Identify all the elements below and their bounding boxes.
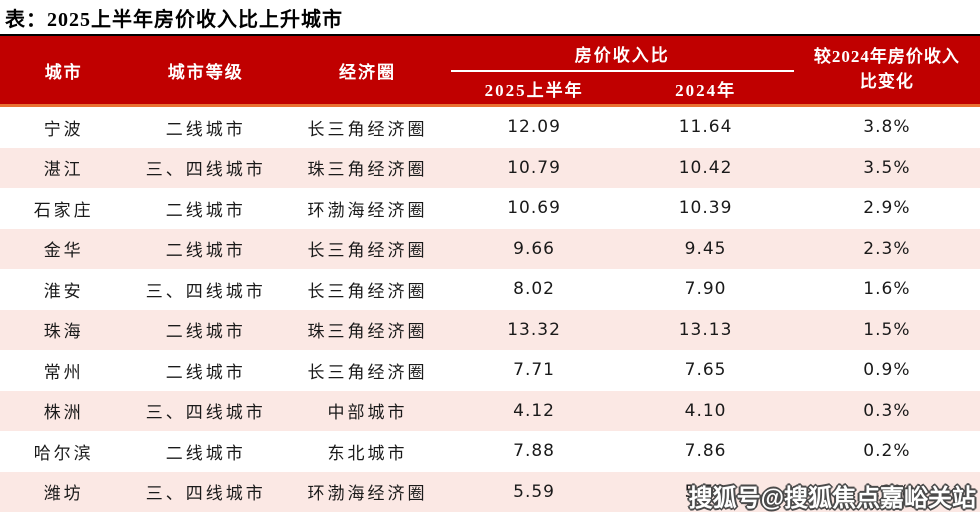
- cell-change: 3.5%: [793, 147, 980, 188]
- cell-ratio-2025: 8.02: [450, 269, 618, 310]
- table-row: 株洲 三、四线城市 中部城市 4.12 4.10 0.3%: [0, 390, 980, 431]
- cell-ratio-2024: 7.86: [617, 431, 794, 472]
- cell-region: 东北城市: [284, 431, 451, 472]
- cell-change: 0.3%: [793, 390, 980, 431]
- col-header-change-line2: 比变化: [859, 72, 914, 91]
- cell-ratio-2025: 12.09: [450, 104, 618, 148]
- cell-tier: 三、四线城市: [127, 269, 285, 310]
- cell-ratio-2025: 7.88: [450, 431, 618, 472]
- cell-city: 金华: [0, 228, 128, 269]
- cell-ratio-2024: 4.10: [617, 390, 794, 431]
- housing-ratio-table: 城市 城市等级 经济圈 房价收入比 较2024年房价收入 比变化 2025上半年…: [0, 34, 980, 512]
- cell-city: 淮安: [0, 269, 128, 310]
- cell-region: 长三角经济圈: [284, 104, 451, 148]
- cell-city: 珠海: [0, 309, 128, 350]
- cell-change: 0.2%: [793, 471, 980, 512]
- table-row: 淮安 三、四线城市 长三角经济圈 8.02 7.90 1.6%: [0, 269, 980, 310]
- cell-ratio-2024: 10.39: [617, 188, 794, 229]
- cell-ratio-2025: 7.71: [450, 350, 618, 391]
- table-title: 表：2025上半年房价收入比上升城市: [5, 9, 343, 31]
- cell-city: 宁波: [0, 104, 128, 148]
- cell-tier: 二线城市: [127, 431, 285, 472]
- table-row: 潍坊 三、四线城市 环渤海经济圈 5.59 5.58 0.2%: [0, 471, 980, 512]
- table-row: 金华 二线城市 长三角经济圈 9.66 9.45 2.3%: [0, 228, 980, 269]
- cell-region: 长三角经济圈: [284, 269, 451, 310]
- col-header-region: 经济圈: [284, 34, 451, 106]
- col-header-change: 较2024年房价收入 比变化: [793, 34, 980, 106]
- col-header-tier: 城市等级: [127, 34, 285, 106]
- cell-region: 环渤海经济圈: [284, 471, 451, 512]
- cell-ratio-2024: 5.58: [617, 471, 794, 512]
- cell-change: 0.9%: [793, 350, 980, 391]
- cell-ratio-2025: 13.32: [450, 309, 618, 350]
- cell-tier: 二线城市: [127, 309, 285, 350]
- table-row: 石家庄 二线城市 环渤海经济圈 10.69 10.39 2.9%: [0, 188, 980, 229]
- cell-tier: 二线城市: [127, 104, 285, 148]
- table-row: 哈尔滨 二线城市 东北城市 7.88 7.86 0.2%: [0, 431, 980, 472]
- cell-change: 2.3%: [793, 228, 980, 269]
- cell-region: 长三角经济圈: [284, 350, 451, 391]
- col-header-ratio-group: 房价收入比: [450, 34, 794, 72]
- cell-ratio-2024: 11.64: [617, 104, 794, 148]
- cell-tier: 三、四线城市: [127, 147, 285, 188]
- cell-city: 株洲: [0, 390, 128, 431]
- cell-city: 潍坊: [0, 471, 128, 512]
- table-row: 常州 二线城市 长三角经济圈 7.71 7.65 0.9%: [0, 350, 980, 391]
- cell-region: 中部城市: [284, 390, 451, 431]
- cell-tier: 二线城市: [127, 228, 285, 269]
- cell-ratio-2025: 10.79: [450, 147, 618, 188]
- cell-city: 哈尔滨: [0, 431, 128, 472]
- table-header: 城市 城市等级 经济圈 房价收入比 较2024年房价收入 比变化 2025上半年…: [0, 34, 980, 106]
- cell-ratio-2024: 7.90: [617, 269, 794, 310]
- cell-tier: 三、四线城市: [127, 390, 285, 431]
- cell-region: 环渤海经济圈: [284, 188, 451, 229]
- cell-city: 石家庄: [0, 188, 128, 229]
- table-row: 珠海 二线城市 珠三角经济圈 13.32 13.13 1.5%: [0, 309, 980, 350]
- cell-ratio-2024: 9.45: [617, 228, 794, 269]
- cell-change: 3.8%: [793, 104, 980, 148]
- cell-ratio-2024: 10.42: [617, 147, 794, 188]
- cell-tier: 二线城市: [127, 350, 285, 391]
- col-header-2024: 2024年: [617, 71, 794, 106]
- watermark: 搜狐号@搜狐焦点嘉峪关站: [688, 485, 976, 512]
- cell-change: 1.6%: [793, 269, 980, 310]
- table-body: 宁波 二线城市 长三角经济圈 12.09 11.64 3.8% 湛江 三、四线城市 珠三角经济圈…: [0, 104, 980, 512]
- col-header-change-line1: 较2024年房价收入: [813, 47, 960, 67]
- cell-ratio-2025: 10.69: [450, 188, 618, 229]
- cell-tier: 三、四线城市: [127, 471, 285, 512]
- cell-tier: 二线城市: [127, 188, 285, 229]
- col-header-2025h1: 2025上半年: [450, 71, 618, 106]
- col-header-city: 城市: [0, 34, 128, 106]
- cell-change: 1.5%: [793, 309, 980, 350]
- cell-ratio-2025: 4.12: [450, 390, 618, 431]
- cell-ratio-2024: 13.13: [617, 309, 794, 350]
- cell-change: 0.2%: [793, 431, 980, 472]
- cell-city: 常州: [0, 350, 128, 391]
- cell-region: 长三角经济圈: [284, 228, 451, 269]
- table-row: 宁波 二线城市 长三角经济圈 12.09 11.64 3.8%: [0, 104, 980, 148]
- cell-region: 珠三角经济圈: [284, 147, 451, 188]
- cell-ratio-2025: 9.66: [450, 228, 618, 269]
- cell-ratio-2025: 5.59: [450, 471, 618, 512]
- table-row: 湛江 三、四线城市 珠三角经济圈 10.79 10.42 3.5%: [0, 147, 980, 188]
- cell-change: 2.9%: [793, 188, 980, 229]
- cell-ratio-2024: 7.65: [617, 350, 794, 391]
- cell-city: 湛江: [0, 147, 128, 188]
- cell-region: 珠三角经济圈: [284, 309, 451, 350]
